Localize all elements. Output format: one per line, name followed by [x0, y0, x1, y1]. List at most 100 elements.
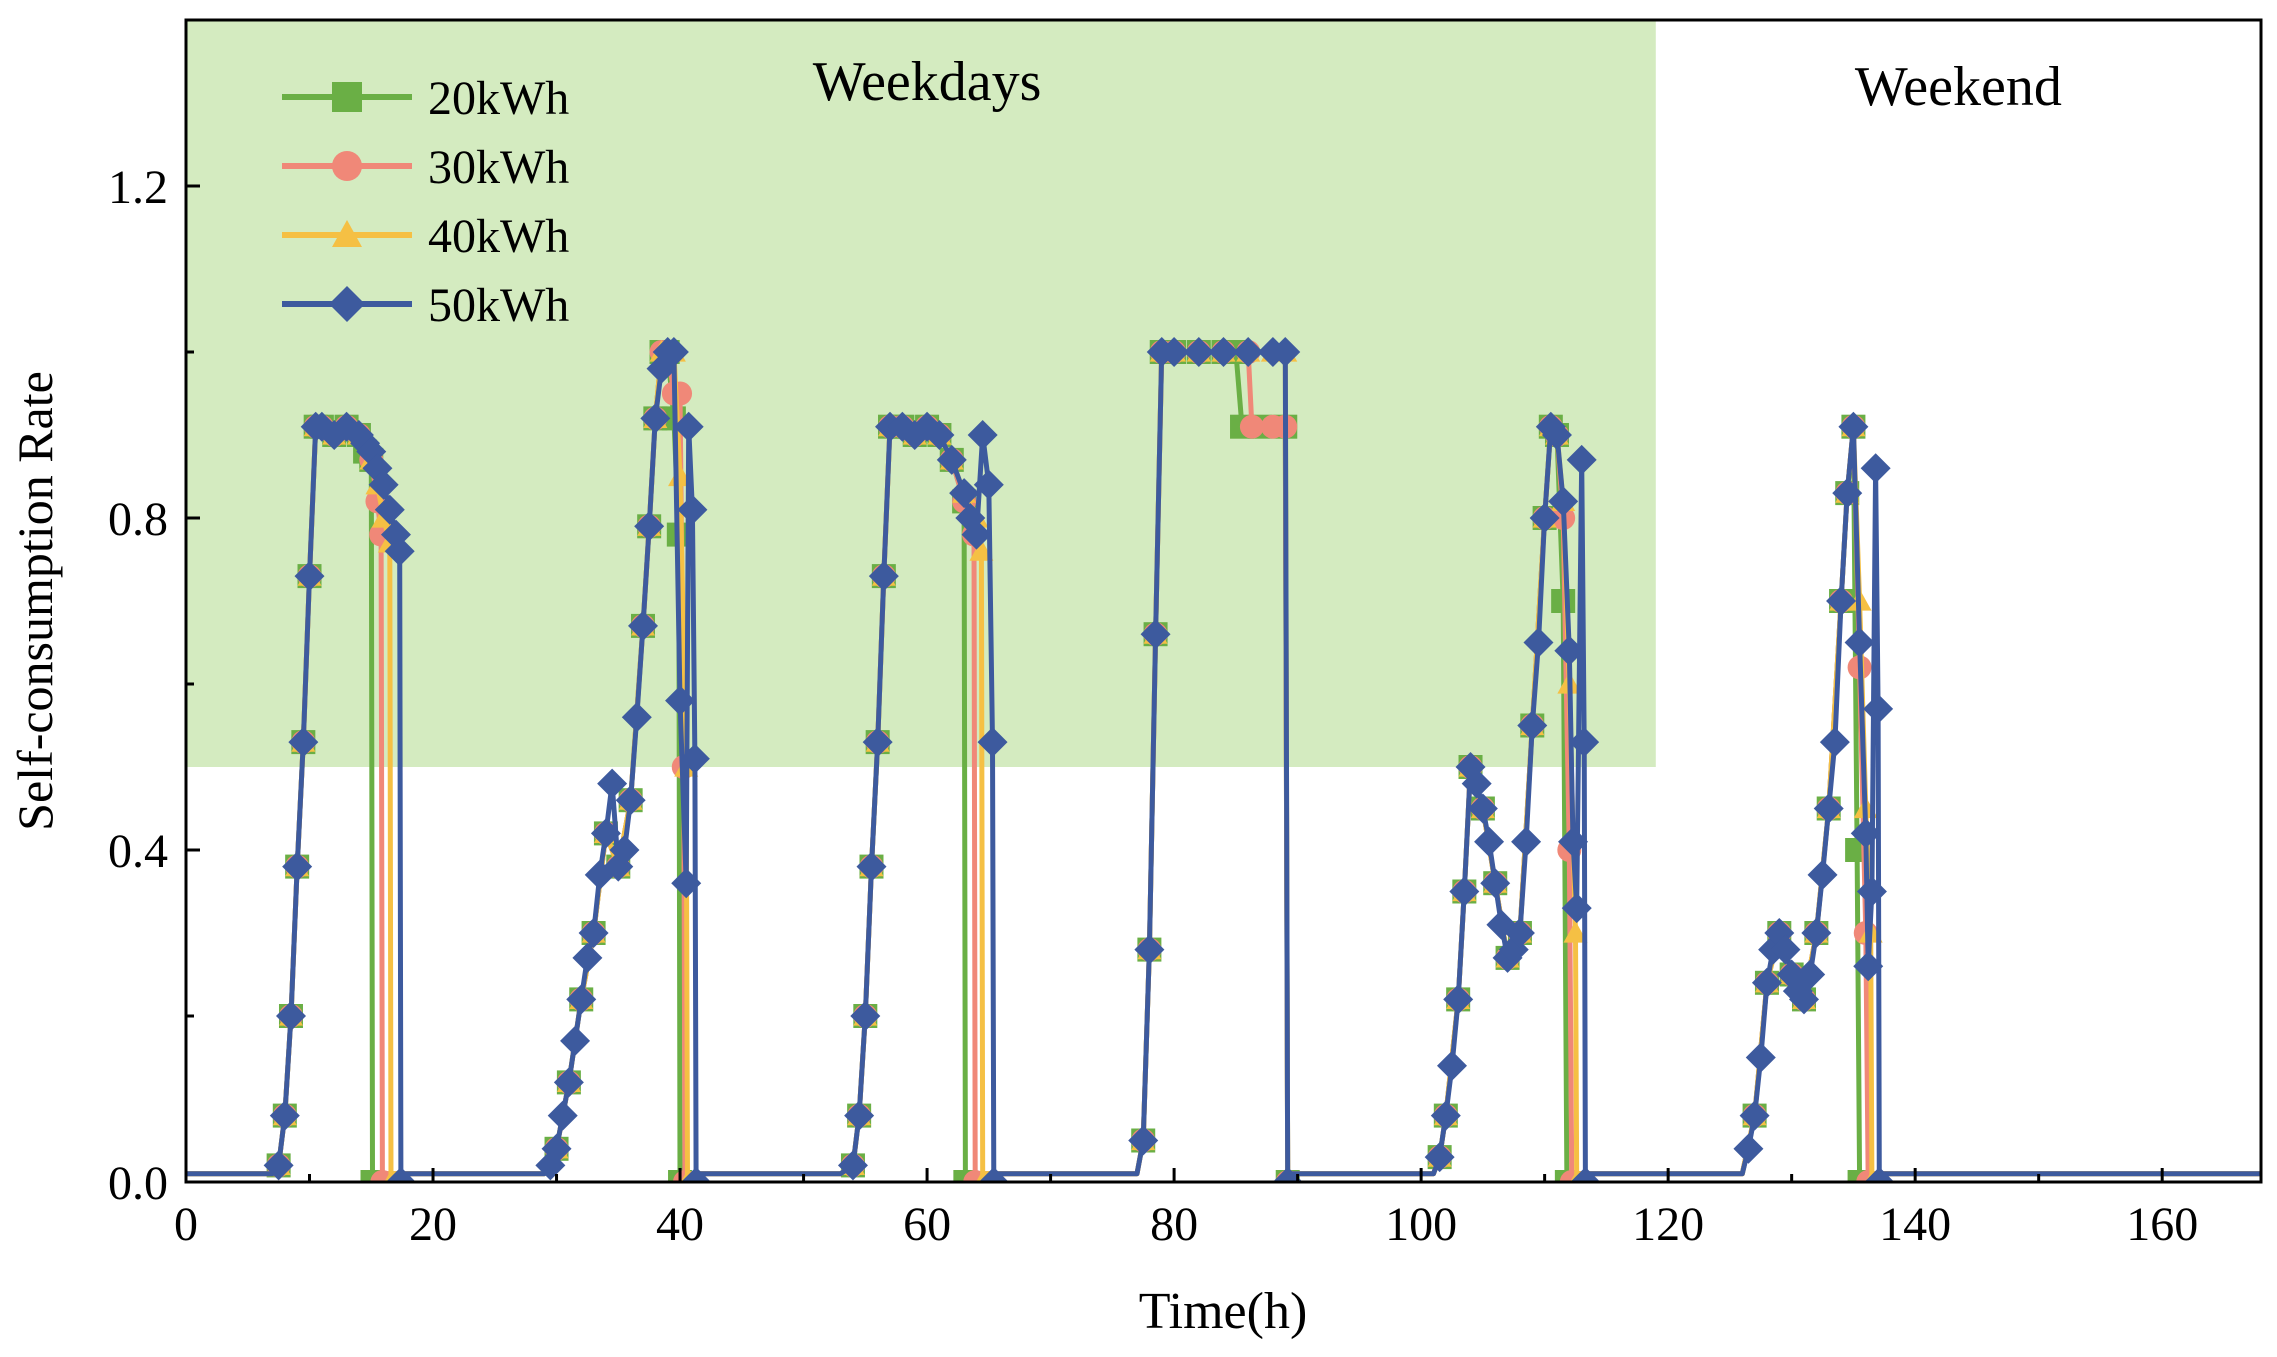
y-tick-label: 0.0: [108, 1157, 168, 1210]
data-point: [560, 1025, 591, 1056]
data-point: [1270, 337, 1301, 367]
legend-label: 50kWh: [428, 279, 569, 332]
data-point: [282, 851, 313, 882]
data-point: [1424, 1142, 1455, 1173]
data-point: [977, 727, 1008, 758]
data-point: [1159, 337, 1190, 367]
data-point: [668, 381, 693, 406]
data-point: [1745, 1042, 1776, 1073]
data-point: [1480, 868, 1511, 899]
data-point: [269, 1100, 300, 1131]
plot-frame: [184, 18, 2263, 1184]
data-point: [590, 818, 621, 849]
data-point: [572, 942, 603, 973]
data-point: [844, 1100, 875, 1131]
legend: 20kWh 30kWh 40kWh 50kWh: [282, 72, 569, 332]
data-point: [1183, 337, 1214, 367]
weekdays-region-label: Weekdays: [813, 51, 1042, 113]
legend-label: 40kWh: [428, 210, 569, 263]
data-point: [665, 685, 696, 716]
x-tick-label: 60: [903, 1198, 951, 1251]
series-layer: [186, 337, 2261, 1182]
data-point: [1511, 826, 1542, 857]
data-point: [609, 835, 640, 865]
data-point: [1140, 619, 1171, 650]
data-point: [1517, 710, 1548, 741]
data-point: [1134, 934, 1165, 965]
data-point: [1566, 444, 1597, 475]
y-axis: 0.0 0.4 0.8 1.2: [108, 161, 200, 1210]
data-point: [1807, 859, 1838, 890]
data-point: [677, 494, 708, 525]
y-tick-label: 1.2: [108, 161, 168, 214]
data-point: [1570, 1167, 1601, 1182]
data-point: [1860, 453, 1891, 484]
data-point: [1850, 818, 1881, 849]
data-point: [275, 1001, 306, 1031]
y-tick-label: 0.8: [108, 493, 168, 546]
weekdays-region: [186, 20, 1656, 767]
x-tick-label: 140: [1879, 1198, 1951, 1251]
x-tick-label: 40: [656, 1198, 704, 1251]
y-axis-title: Self-consumption Rate: [7, 371, 63, 831]
data-point: [1733, 1133, 1764, 1164]
data-point: [1838, 411, 1869, 442]
x-tick-label: 0: [174, 1198, 198, 1251]
data-point: [1789, 984, 1820, 1015]
data-point: [578, 918, 609, 948]
data-point: [1541, 420, 1572, 450]
data-point: [374, 494, 405, 525]
data-point: [961, 519, 992, 550]
data-point: [1436, 1050, 1467, 1081]
data-point: [1430, 1100, 1461, 1131]
series-50kWh: [186, 337, 2261, 1182]
data-point: [1558, 826, 1589, 857]
y-tick-label: 0.4: [108, 825, 168, 878]
data-point: [1233, 337, 1264, 367]
data-point: [679, 743, 710, 774]
data-point: [547, 1100, 578, 1131]
data-point: [553, 1067, 584, 1098]
data-point: [1449, 876, 1480, 907]
data-point: [1864, 1167, 1895, 1182]
data-point: [1563, 921, 1588, 943]
data-point: [1832, 478, 1863, 509]
data-point: [634, 511, 665, 542]
data-point: [1844, 627, 1875, 658]
data-point: [1461, 768, 1492, 799]
data-point: [1443, 984, 1474, 1015]
data-point: [1751, 967, 1782, 998]
legend-marker: [329, 286, 365, 322]
data-point: [1819, 727, 1850, 758]
x-tick-label: 80: [1150, 1198, 1198, 1251]
data-point: [978, 1167, 1009, 1182]
x-tick-label: 100: [1385, 1198, 1457, 1251]
data-point: [949, 478, 980, 509]
data-point: [1474, 826, 1505, 857]
data-point: [862, 727, 893, 758]
data-point: [1529, 503, 1560, 533]
data-point: [1554, 635, 1585, 666]
data-point: [294, 561, 325, 592]
data-point: [615, 785, 646, 816]
data-point: [924, 420, 955, 450]
data-point: [1272, 1167, 1303, 1182]
data-point: [936, 444, 967, 475]
data-point: [384, 536, 415, 567]
data-point: [671, 868, 702, 899]
data-point: [1128, 1125, 1159, 1156]
data-point: [627, 610, 658, 641]
data-point: [640, 403, 671, 434]
data-point: [973, 469, 1004, 500]
legend-label: 30kWh: [428, 141, 569, 194]
x-tick-label: 120: [1632, 1198, 1704, 1251]
data-point: [1467, 793, 1498, 824]
data-point: [1795, 959, 1826, 990]
data-point: [967, 420, 998, 450]
data-point: [1770, 934, 1801, 965]
data-point: [673, 411, 704, 442]
data-point: [1239, 414, 1264, 439]
data-point: [1523, 627, 1554, 658]
data-point: [1801, 918, 1832, 948]
